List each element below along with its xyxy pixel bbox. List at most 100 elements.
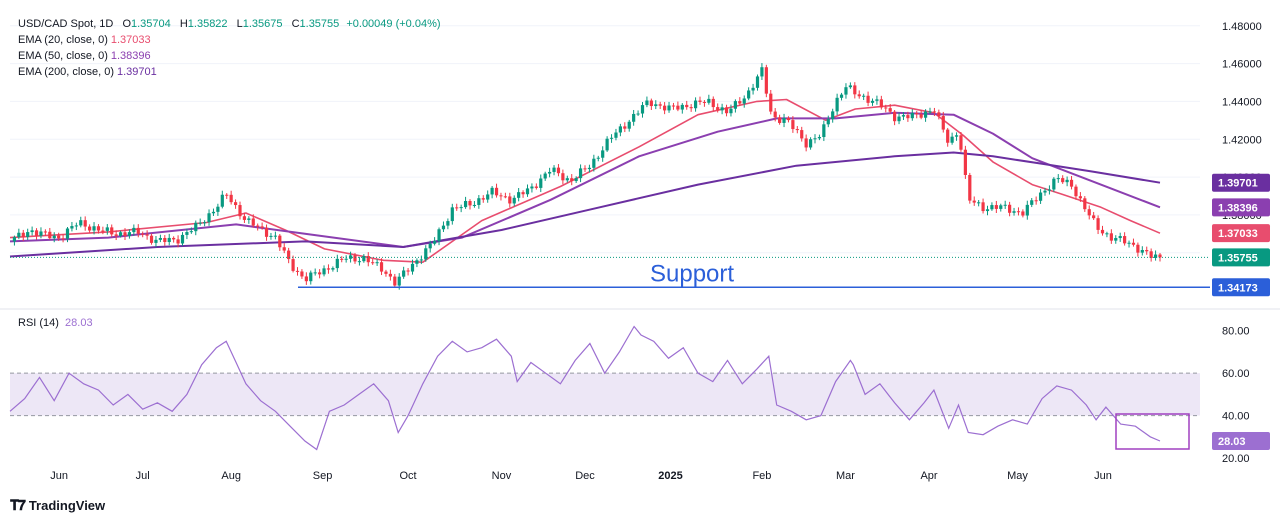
candle-down [1021,211,1025,216]
candle-down [800,130,804,139]
candle-down [888,108,892,112]
candle-up [1047,189,1052,191]
candle-up [198,222,202,224]
candle-down [1100,229,1105,234]
rsi-tag: 28.03 [1218,436,1246,448]
candle-up [1038,192,1043,201]
rsi-highlight-box [1115,413,1190,450]
candle-up [313,272,317,274]
candle-up [985,209,990,212]
time-tick-label: Dec [575,470,595,482]
time-tick-label: Jul [136,470,150,482]
chart-legend: USD/CAD Spot, 1D O1.35704 H1.35822 L1.35… [18,16,441,80]
candle-up [574,178,578,182]
candle-down [1096,218,1100,230]
candle-down [251,218,255,226]
candle-down [866,95,870,103]
candle-down [21,232,25,238]
candle-down [963,149,967,175]
candle-down [623,126,627,129]
candle-up [459,207,463,209]
candle-up [950,136,954,143]
candle-down [406,270,410,272]
candle-down [384,271,388,274]
candle-down [959,135,963,150]
candle-up [1153,254,1158,258]
candle-down [561,173,565,181]
candle-down [1034,200,1038,202]
candle-down [702,101,707,103]
candle-down [521,192,525,195]
candle-down [1087,209,1091,216]
candle-up [720,107,724,111]
candle-up [618,126,622,133]
candle-up [39,231,43,236]
candle-down [88,226,92,231]
tradingview-brand[interactable]: 𝐓𝟕 TradingView [10,497,105,514]
candle-down [716,107,720,111]
candle-down [114,234,118,236]
candle-down [1074,186,1078,197]
candle-up [543,173,547,179]
candle-up [441,225,446,230]
candle-down [556,167,561,174]
rsi-tick-label: 20.00 [1222,453,1250,465]
ema20-row: EMA (20, close, 0) 1.37033 [18,32,441,48]
change-value: +0.00049 (+0.04%) [346,18,441,30]
candle-down [353,255,357,262]
candle-up [118,232,123,236]
candle-down [764,67,768,94]
candle-down [724,107,729,114]
candle-up [26,232,30,238]
candle-up [539,178,543,188]
candle-down [534,186,538,188]
candle-down [172,237,176,240]
candle-up [733,101,737,109]
candle-up [30,230,34,233]
candle-up [335,258,339,269]
ema50-tag-bg [1212,198,1270,217]
candle-down [141,233,145,235]
candle-up [65,228,70,239]
candle-down [1123,236,1127,244]
tradingview-logo-icon: 𝐓𝟕 [10,497,26,513]
candle-down [366,256,370,263]
candle-up [74,225,78,227]
last-close-tag: 1.35755 [1218,252,1258,264]
candle-up [530,186,534,189]
candle-up [808,139,813,148]
time-tick-label: Aug [221,470,241,482]
candle-down [225,194,229,196]
candle-down [278,235,282,248]
ema200-tag: 1.39701 [1218,178,1258,190]
candle-up [477,198,481,205]
candle-up [578,168,583,179]
candle-up [348,255,353,259]
candle-down [233,202,238,206]
candle-up [592,158,596,168]
candle-up [897,116,901,122]
candle-down [163,237,167,243]
candle-up [552,167,556,172]
candle-down [689,107,693,109]
candle-up [1030,200,1034,205]
candle-down [291,259,295,271]
candle-down [61,238,65,240]
candle-up [614,132,618,138]
candle-up [813,138,817,140]
candle-up [632,113,636,122]
candle-down [981,202,985,212]
candle-down [769,93,773,112]
candle-down [455,207,459,209]
support-tag-bg [1212,278,1270,297]
price-tick-label: 1.46000 [1222,59,1262,71]
time-tick-label: May [1007,470,1028,482]
candle-down [1131,242,1136,245]
candle-up [1043,190,1047,193]
candle-up [990,205,994,210]
time-tick-label: Jun [1094,470,1112,482]
candle-down [1136,244,1140,253]
candle-down [676,105,680,110]
candle-down [884,107,888,109]
candle-up [185,232,189,235]
